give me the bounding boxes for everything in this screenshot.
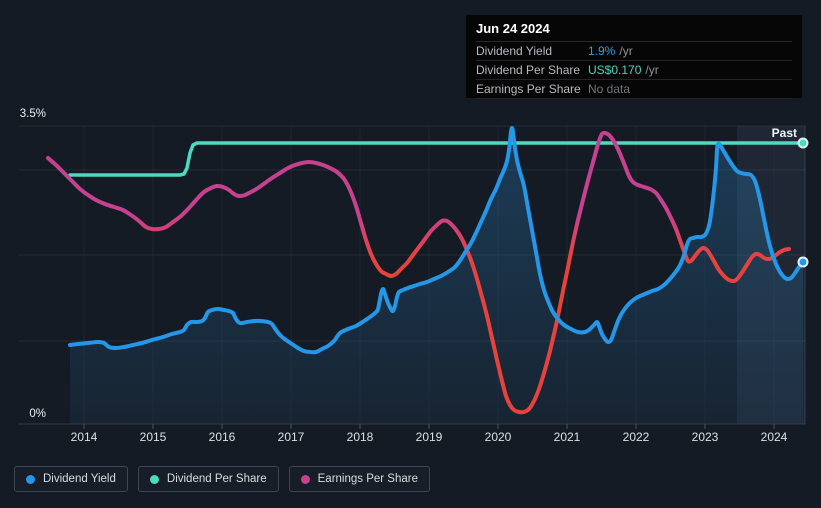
legend-item-dividend-per-share[interactable]: Dividend Per Share — [137, 466, 279, 492]
tooltip-row-dividend-yield: Dividend Yield 1.9% /yr — [476, 42, 792, 61]
earnings-per-share-line — [46, 130, 791, 415]
legend-item-dividend-yield[interactable]: Dividend Yield — [14, 466, 128, 492]
dividend-per-share-dot-icon — [149, 474, 159, 484]
today-marker-dividend-yield — [797, 256, 809, 268]
y-axis-min-label: 0% — [29, 408, 46, 420]
chart-hover-area[interactable] — [18, 126, 806, 424]
tooltip-value: No data — [588, 82, 631, 96]
tooltip-row-dividend-per-share: Dividend Per Share US$0.170 /yr — [476, 61, 792, 80]
x-axis-year-label: 2021 — [554, 430, 581, 444]
dividend-yield-line — [68, 126, 805, 355]
tooltip-label: Dividend Yield — [476, 44, 553, 58]
today-marker-dps — [797, 137, 809, 149]
legend-label: Dividend Per Share — [166, 473, 267, 485]
x-axis-year-label: 2023 — [692, 430, 719, 444]
legend-label: Dividend Yield — [43, 473, 116, 485]
tooltip-label: Dividend Per Share — [476, 63, 581, 77]
chart-legend: Dividend Yield Dividend Per Share Earnin… — [14, 466, 430, 492]
tooltip-value-suffix: /yr — [645, 63, 659, 77]
tooltip-label: Earnings Per Share — [476, 82, 581, 96]
x-axis-year-label: 2018 — [347, 430, 374, 444]
x-axis-year-label: 2020 — [485, 430, 512, 444]
x-axis-year-label: 2015 — [140, 430, 167, 444]
dividend-per-share-line — [68, 141, 808, 177]
x-axis-year-label: 2022 — [623, 430, 650, 444]
past-label: Past — [772, 126, 797, 140]
tooltip-value: US$0.170 — [588, 63, 642, 77]
x-axis-year-label: 2014 — [71, 430, 98, 444]
tooltip-row-earnings-per-share: Earnings Per Share No data — [476, 80, 792, 99]
tooltip-value: 1.9% — [588, 44, 616, 58]
x-axis-year-label: 2017 — [278, 430, 305, 444]
x-axis-year-label: 2016 — [209, 430, 236, 444]
x-axis-year-label: 2024 — [761, 430, 788, 444]
dividend-yield-dot-icon — [26, 474, 35, 484]
dividend-yield-area — [70, 128, 803, 424]
legend-label: Earnings Per Share — [317, 473, 418, 485]
x-axis-year-label: 2019 — [416, 430, 443, 444]
chart-tooltip: Jun 24 2024 Dividend Yield 1.9% /yr Divi… — [466, 15, 802, 99]
tooltip-value-suffix: /yr — [619, 44, 633, 58]
tooltip-date: Jun 24 2024 — [476, 15, 792, 42]
chart-canvas[interactable]: 2014 2015 2016 2017 2018 2019 2020 2021 2022 2023… — [0, 0, 821, 460]
earnings-per-share-dot-icon — [300, 474, 310, 484]
legend-item-earnings-per-share[interactable]: Earnings Per Share — [288, 466, 430, 492]
y-axis-max-label: 3.5% — [20, 108, 46, 120]
